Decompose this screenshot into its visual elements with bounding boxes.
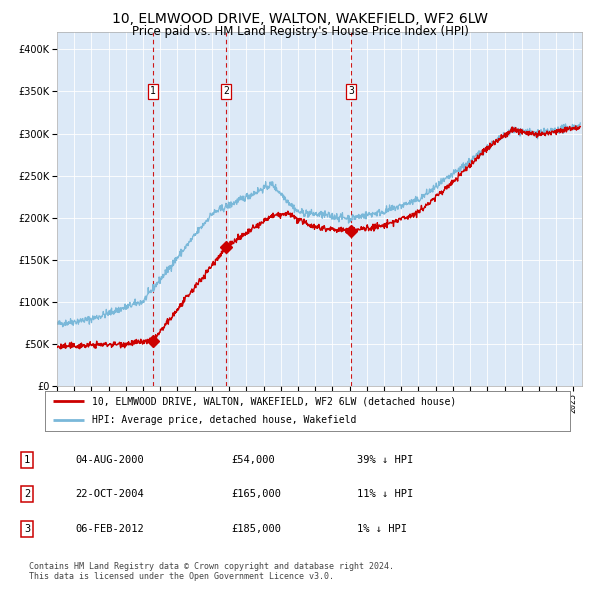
Text: 2: 2 <box>223 87 229 96</box>
Text: 11% ↓ HPI: 11% ↓ HPI <box>357 489 413 499</box>
Text: Price paid vs. HM Land Registry's House Price Index (HPI): Price paid vs. HM Land Registry's House … <box>131 25 469 38</box>
Text: 10, ELMWOOD DRIVE, WALTON, WAKEFIELD, WF2 6LW (detached house): 10, ELMWOOD DRIVE, WALTON, WAKEFIELD, WF… <box>92 396 457 407</box>
Text: 1: 1 <box>150 87 156 96</box>
Text: 3: 3 <box>349 87 354 96</box>
Text: £185,000: £185,000 <box>231 524 281 533</box>
Text: 06-FEB-2012: 06-FEB-2012 <box>75 524 144 533</box>
Text: 3: 3 <box>24 524 30 533</box>
Text: 04-AUG-2000: 04-AUG-2000 <box>75 455 144 464</box>
Text: 1% ↓ HPI: 1% ↓ HPI <box>357 524 407 533</box>
Text: 2: 2 <box>24 489 30 499</box>
Text: 10, ELMWOOD DRIVE, WALTON, WAKEFIELD, WF2 6LW: 10, ELMWOOD DRIVE, WALTON, WAKEFIELD, WF… <box>112 12 488 26</box>
Text: 39% ↓ HPI: 39% ↓ HPI <box>357 455 413 464</box>
Text: £165,000: £165,000 <box>231 489 281 499</box>
Text: 1: 1 <box>24 455 30 464</box>
Text: 22-OCT-2004: 22-OCT-2004 <box>75 489 144 499</box>
Text: £54,000: £54,000 <box>231 455 275 464</box>
Text: Contains HM Land Registry data © Crown copyright and database right 2024.
This d: Contains HM Land Registry data © Crown c… <box>29 562 394 581</box>
Text: HPI: Average price, detached house, Wakefield: HPI: Average price, detached house, Wake… <box>92 415 356 425</box>
